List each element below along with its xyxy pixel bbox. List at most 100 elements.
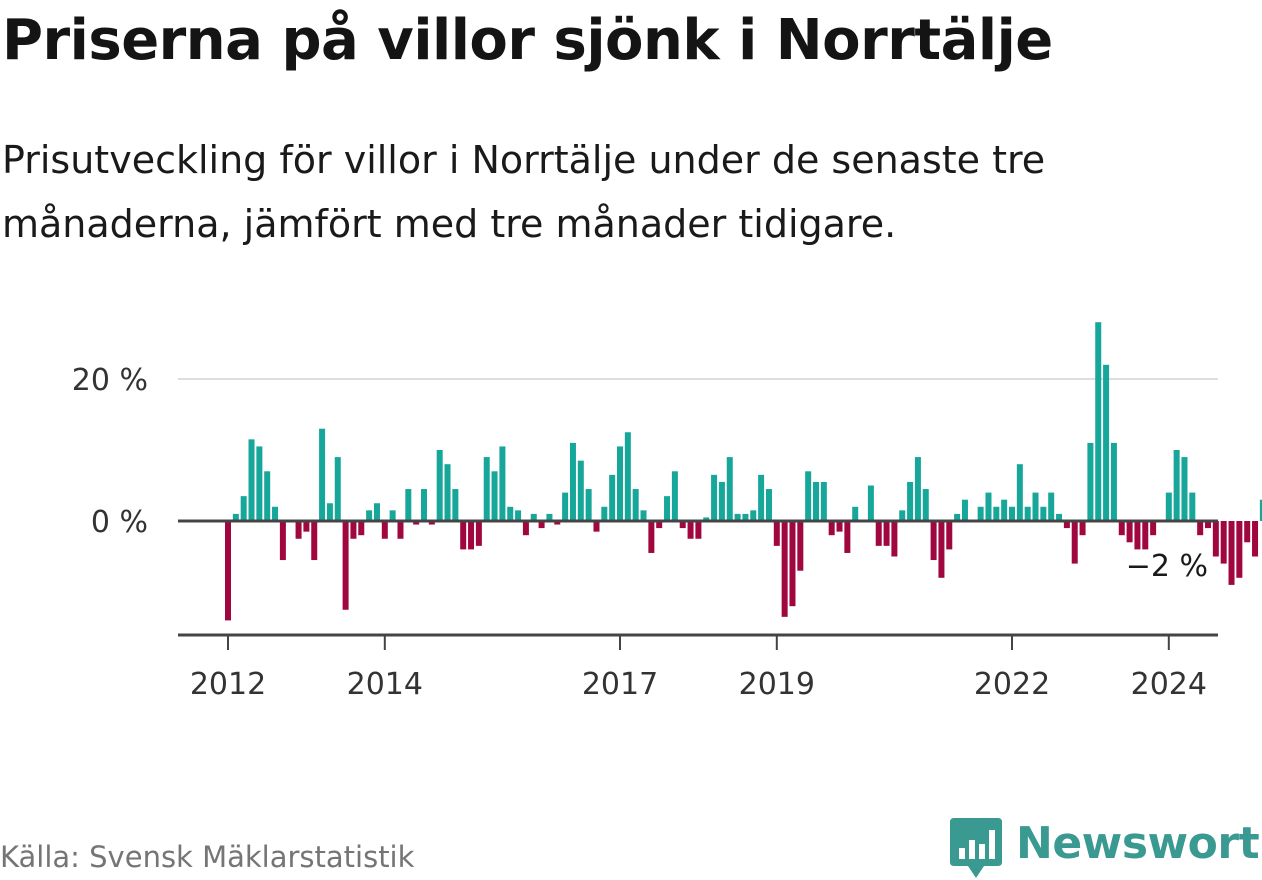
bar bbox=[664, 496, 671, 521]
bar bbox=[1126, 521, 1133, 543]
bar bbox=[468, 521, 475, 550]
bar bbox=[679, 521, 686, 529]
bar bbox=[240, 496, 247, 521]
bar bbox=[444, 464, 451, 521]
bar-series bbox=[225, 322, 1262, 621]
bar bbox=[342, 521, 349, 610]
bar bbox=[279, 521, 286, 561]
bar bbox=[1189, 492, 1196, 521]
bar bbox=[1252, 521, 1259, 557]
bar bbox=[907, 481, 914, 521]
bar bbox=[1110, 442, 1117, 521]
bar bbox=[899, 510, 906, 521]
bar bbox=[836, 521, 843, 532]
bar bbox=[389, 510, 396, 521]
bar bbox=[758, 474, 765, 521]
bar bbox=[538, 521, 545, 529]
bar bbox=[522, 521, 529, 536]
bar bbox=[1165, 492, 1172, 521]
bar bbox=[609, 474, 616, 521]
bar bbox=[601, 506, 608, 521]
bar-chart: 0 % 20 % 2012 2014 2017 2019 2022 2024 −2 % bbox=[72, 322, 1262, 702]
bar bbox=[617, 446, 623, 521]
y-tick-label: 20 % bbox=[72, 363, 148, 398]
bar bbox=[1024, 506, 1031, 521]
bar bbox=[993, 506, 1000, 521]
bar bbox=[883, 521, 890, 546]
bar bbox=[530, 513, 537, 521]
x-tick-label: 2022 bbox=[974, 667, 1050, 702]
bar bbox=[1134, 521, 1141, 550]
bar bbox=[311, 521, 318, 561]
bar bbox=[569, 442, 576, 521]
bar bbox=[1220, 521, 1227, 564]
x-tick-label: 2017 bbox=[582, 667, 658, 702]
x-tick-label: 2024 bbox=[1131, 667, 1207, 702]
bar bbox=[813, 481, 819, 521]
bar bbox=[961, 499, 968, 521]
bar bbox=[1040, 506, 1047, 521]
bar bbox=[562, 492, 569, 521]
bar bbox=[1016, 464, 1023, 521]
bar bbox=[734, 513, 741, 521]
bar bbox=[820, 481, 827, 521]
bar bbox=[632, 489, 639, 521]
bar bbox=[1142, 521, 1149, 550]
bar bbox=[1095, 322, 1102, 521]
bar bbox=[546, 513, 553, 521]
bar bbox=[867, 485, 874, 521]
bar bbox=[413, 521, 420, 525]
bar bbox=[805, 471, 812, 521]
bar bbox=[295, 521, 302, 539]
bar bbox=[256, 446, 263, 521]
bar bbox=[1205, 521, 1211, 529]
bar bbox=[1048, 492, 1055, 521]
bar bbox=[640, 510, 647, 521]
bar bbox=[891, 521, 898, 557]
bar bbox=[624, 432, 631, 521]
bar bbox=[946, 521, 953, 550]
brand-logo: Newsworthy bbox=[950, 818, 1262, 880]
x-ticks: 2012 2014 2017 2019 2022 2024 bbox=[190, 635, 1207, 702]
bar bbox=[373, 503, 380, 521]
bar bbox=[334, 457, 341, 521]
bar bbox=[852, 506, 859, 521]
bar bbox=[460, 521, 467, 550]
bar bbox=[483, 457, 490, 521]
bar bbox=[1212, 521, 1219, 557]
bar bbox=[711, 474, 718, 521]
bar bbox=[954, 513, 961, 521]
bar bbox=[1118, 521, 1125, 536]
bar bbox=[687, 521, 694, 539]
bar bbox=[1056, 513, 1063, 521]
bar bbox=[648, 521, 655, 553]
bar bbox=[985, 492, 992, 521]
bar bbox=[381, 521, 388, 539]
bar bbox=[1079, 521, 1086, 536]
bar bbox=[1244, 521, 1251, 543]
bar bbox=[726, 457, 733, 521]
bar bbox=[1181, 457, 1188, 521]
bar bbox=[1063, 521, 1070, 529]
bar bbox=[428, 521, 435, 525]
bar bbox=[789, 521, 796, 607]
bar bbox=[773, 521, 780, 546]
brand-name: Newsworthy bbox=[1016, 818, 1262, 869]
bar bbox=[326, 503, 333, 521]
source-credit: Källa: Svensk Mäklarstatistik bbox=[0, 840, 415, 874]
bar bbox=[491, 471, 498, 521]
bar bbox=[922, 489, 929, 521]
bar bbox=[1197, 521, 1204, 536]
bar bbox=[358, 521, 365, 536]
x-tick-label: 2019 bbox=[739, 667, 815, 702]
bar bbox=[507, 506, 514, 521]
bar bbox=[577, 460, 584, 521]
bar bbox=[366, 510, 373, 521]
bar bbox=[1009, 506, 1015, 521]
bar bbox=[1071, 521, 1078, 564]
x-tick-label: 2014 bbox=[347, 667, 423, 702]
bar bbox=[703, 517, 710, 521]
bar bbox=[405, 489, 412, 521]
bar bbox=[1259, 499, 1262, 521]
bar bbox=[585, 489, 592, 521]
